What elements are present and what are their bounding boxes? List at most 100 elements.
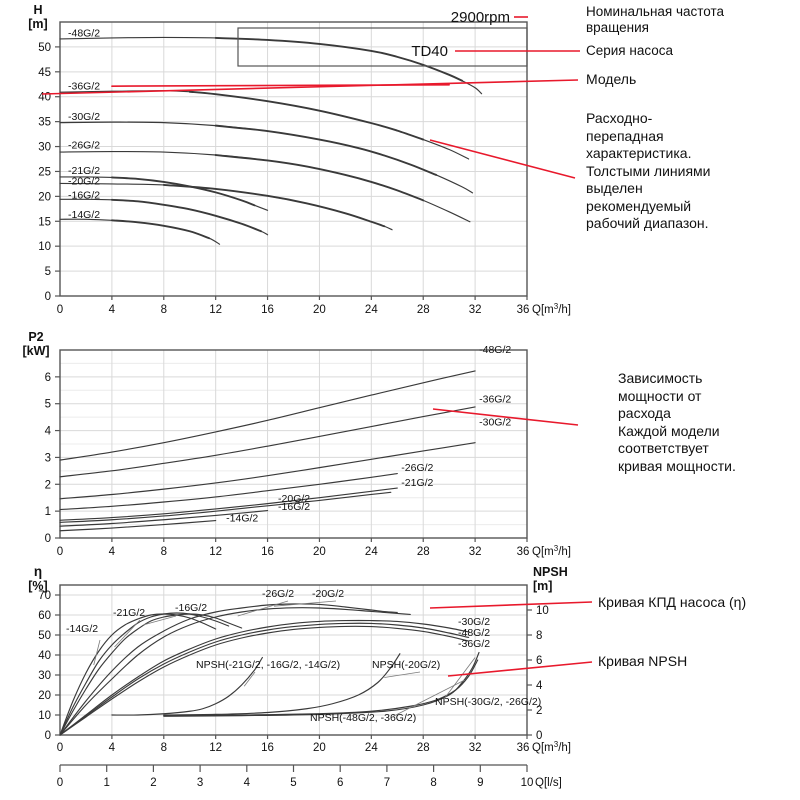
callout-npsh: Кривая NPSH [598,653,688,669]
head-xtick-label: 20 [313,304,326,316]
npsh-leader-3 [391,679,465,718]
head-xtick-label-36: 36 [517,304,530,316]
power-xtick-label: 32 [469,546,482,558]
head-chart: -48G/2 -36G/2 -30G/2 -26G/2 -21G/2-20G/2 -16G… [28,3,571,316]
head-curve-band--30G/2 [214,124,438,176]
ls-tick-label: 2 [150,777,156,789]
eff-ytick-label: 0 [45,730,51,742]
eff-ytick-label: 40 [38,650,51,662]
eff-xtick-label: 12 [209,742,222,754]
npsh-curve-NPSH(-20G/2) [163,653,401,716]
head-series-label: -36G/2 [68,80,100,92]
npsh-leader-1 [243,671,256,687]
eff-xtick-label: 0 [57,742,63,754]
power-xtick-label: 24 [365,546,378,558]
eta-curve--26G/2 [59,607,411,736]
eta-series-label-48: -48G/2 [458,627,490,639]
head-ytick-label: 35 [38,117,51,129]
head-ytick-label: 45 [38,67,51,79]
power-xtick-label: 8 [161,546,167,558]
power-curve--16G/2 [59,510,269,527]
ls-tick-label: 5 [290,777,296,789]
power-ytick-label: 2 [45,479,51,491]
head-ytick-label: 50 [38,42,51,54]
npsh-ytick-label: 6 [536,655,542,667]
npsh-y-axis-unit: [m] [533,579,552,593]
head-curve-band--14G/2 [110,219,211,240]
npsh-curve-NPSH(-48G/2, -36G/2) [163,659,479,717]
power-series-label: -30G/2 [479,417,511,429]
head-y-axis-unit: [m] [28,17,47,31]
eff-xtick-label-36: 36 [517,742,530,754]
head-series-label: -20G/2 [68,175,100,187]
head-xtick-label: 16 [261,304,274,316]
power-x-axis-title: Q[m3/h] [532,544,571,559]
power-ytick-label: 0 [45,533,51,545]
eta-label-leader [274,600,337,607]
eff-series [59,603,480,736]
callout-model: Модель [586,71,637,87]
power-curve--36G/2 [59,406,476,478]
power-series-label: -36G/2 [479,394,511,406]
power-curve--21G/2 [59,487,398,521]
power-series-label: -14G/2 [226,513,258,525]
npsh-ytick-label: 2 [536,705,542,717]
eta-series-label: -16G/2 [175,602,207,614]
eff-y-axis-unit: [%] [28,579,47,593]
ls-tick-label: 9 [477,777,483,789]
eta-label-leader [237,600,289,617]
eta-label-leader [114,619,141,648]
eta-label-leader [142,615,177,626]
head-xtick-label: 12 [209,304,222,316]
power-curve--14G/2 [59,519,217,532]
npsh-curve-NPSH(-21G/2, -16G/2, -14G/2) [111,656,263,716]
efficiency-chart: -14G/2 -21G/2 -16G/2 -26G/2 -20G/2 -30G/2-48G… [28,564,593,789]
eta-label-leader [93,639,101,666]
eff-secondary-axis: 0 1 2 3 4 5 6 7 8 9 10 Q[l/s] [57,764,562,789]
power-series-label: -20G/2 [278,493,310,505]
eta-curve--48G/2 [59,622,470,736]
head-series-label: -21G/2 [68,165,100,177]
power-xtick-label: 20 [313,546,326,558]
ls-tick-label: 10 [521,777,534,789]
power-xtick-label-36: 36 [517,546,530,558]
power-series-label: -16G/2 [278,501,310,513]
eff-xtick-label: 8 [161,742,167,754]
power-plot-frame [59,349,528,539]
callout-head: Расходно- перепадная характеристика. Тол… [586,110,711,231]
head-ytick-label: 10 [38,241,51,253]
eta-curve--21G/2 [59,612,230,736]
power-y-axis-title: P2 [28,330,43,344]
eff-ytick-label: 10 [38,710,51,722]
ls-tick-label: 4 [244,777,251,789]
eta-series-label: -14G/2 [66,623,98,635]
eff-xtick-label: 28 [417,742,430,754]
head-xtick-label: 0 [57,304,63,316]
eta-series-label-36: -36G/2 [458,638,490,650]
ls-tick-label: 0 [57,777,63,789]
power-curve--26G/2 [59,472,398,511]
power-ytick-label: 3 [45,452,51,464]
power-chart: -48G/2 -36G/2 -30G/2 -26G/2 -21G/2 -20G/2-16G… [22,330,579,559]
npsh-curve-NPSH(-30G/2, -26G/2) [163,651,480,717]
head-curve-band--48G/2 [214,36,464,82]
eta-curve--30G/2 [59,619,470,736]
head-xtick-label: 32 [469,304,482,316]
eta-curve--36G/2 [59,625,470,736]
power-series-label: -26G/2 [401,462,433,474]
npsh-ytick-label: 8 [536,630,542,642]
head-axis-labels: 0 5 10 15 20 25 30 35 40 45 50 0 4 8 12 16 20 24 28 32 36 Q[m… [28,3,571,316]
npsh-ytick-label: 4 [536,680,543,692]
head-ytick-label: 0 [45,291,51,303]
power-xtick-label: 12 [209,546,222,558]
eff-xtick-label: 32 [469,742,482,754]
npsh-y-axis-title: NPSH [533,565,568,579]
eta-series-label: -26G/2 [262,588,294,600]
head-curve-band--26G/2 [214,154,425,202]
ls-tick-label: 7 [384,777,390,789]
eff-ytick-label: 20 [38,690,51,702]
head-xtick-label: 24 [365,304,378,316]
head-series-label: -48G/2 [68,27,100,39]
series-name-box [237,27,528,67]
